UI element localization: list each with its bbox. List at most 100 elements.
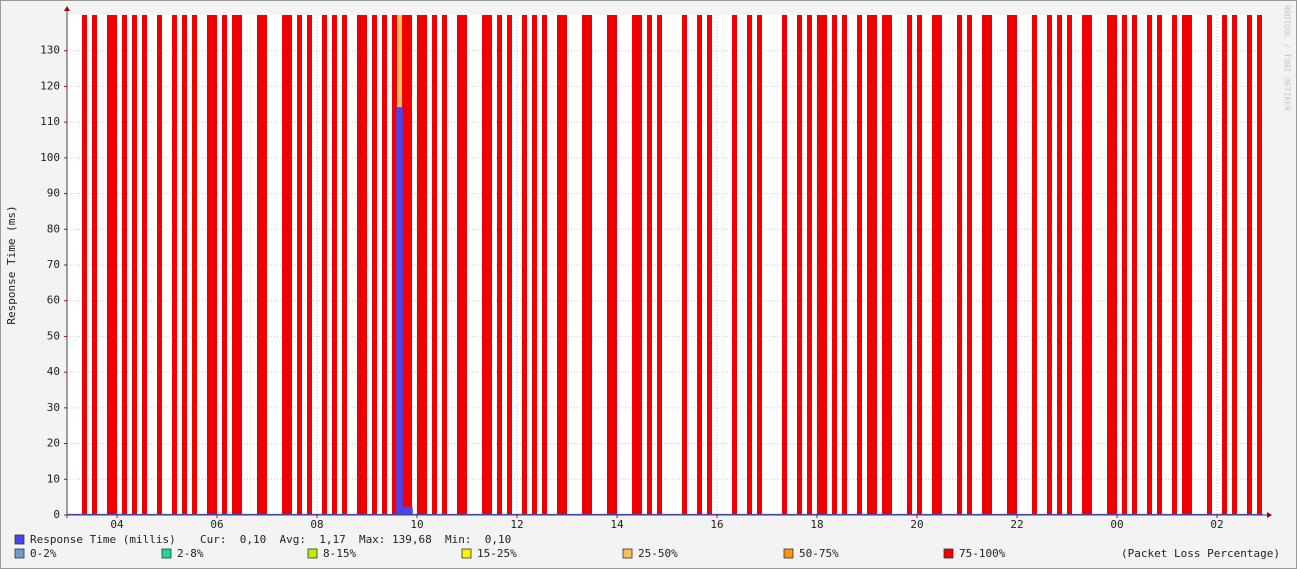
loss-bar [867, 15, 877, 515]
loss-bar [607, 15, 617, 515]
legend-label: 75-100% [959, 547, 1006, 560]
loss-bar [1257, 15, 1262, 515]
x-tick-label: 00 [1110, 518, 1123, 531]
loss-bar [222, 15, 227, 515]
loss-bar [842, 15, 847, 515]
loss-bar [157, 15, 162, 515]
loss-bar [757, 15, 762, 515]
loss-bar [682, 15, 687, 515]
y-tick-label: 40 [47, 365, 60, 378]
x-tick-label: 08 [310, 518, 323, 531]
loss-bar [632, 15, 642, 515]
loss-bar [1247, 15, 1252, 515]
y-tick-label: 110 [40, 115, 60, 128]
loss-bar [307, 15, 312, 515]
legend-swatch [783, 548, 794, 559]
y-tick-label: 80 [47, 222, 60, 235]
loss-bar [917, 15, 922, 515]
x-arrow [1267, 512, 1272, 518]
loss-bar [402, 15, 412, 515]
legend-label: 2-8% [177, 547, 204, 560]
loss-bar [297, 15, 302, 515]
loss-bar [542, 15, 547, 515]
loss-bar [832, 15, 837, 515]
y-tick-label: 0 [53, 508, 60, 521]
legend-swatch [461, 548, 472, 559]
loss-bar [817, 15, 827, 515]
x-tick-label: 10 [410, 518, 423, 531]
loss-bar [1122, 15, 1127, 515]
loss-bar [92, 15, 97, 515]
loss-bar [697, 15, 702, 515]
x-tick-label: 16 [710, 518, 723, 531]
y-axis-label: Response Time (ms) [5, 205, 18, 324]
loss-bar [142, 15, 147, 515]
stats: Cur: 0,10 Avg: 1,17 Max: 139,68 Min: 0,1… [200, 533, 511, 546]
legend-label: Response Time (millis) [30, 533, 176, 546]
loss-bar [932, 15, 942, 515]
loss-bar [172, 15, 177, 515]
loss-bar [1067, 15, 1072, 515]
loss-bar [1172, 15, 1177, 515]
x-tick-label: 22 [1010, 518, 1023, 531]
y-tick-label: 30 [47, 401, 60, 414]
y-tick-label: 10 [47, 472, 60, 485]
x-tick-label: 06 [210, 518, 223, 531]
loss-bar [207, 15, 217, 515]
loss-bar [497, 15, 502, 515]
legend-swatch [307, 548, 318, 559]
loss-bar [747, 15, 752, 515]
loss-bar [807, 15, 812, 515]
legend-label: 0-2% [30, 547, 57, 560]
legend-note: (Packet Loss Percentage) [1121, 547, 1280, 560]
legend-label: 25-50% [638, 547, 678, 560]
loss-bar [1207, 15, 1212, 515]
loss-bar [882, 15, 892, 515]
loss-bar [482, 15, 492, 515]
watermark: RRDTOOL / TOBI OETIKER [1283, 5, 1292, 111]
loss-bar [647, 15, 652, 515]
loss-bar [232, 15, 242, 515]
loss-bar [132, 15, 137, 515]
loss-bar [442, 15, 447, 515]
loss-bar [1222, 15, 1227, 515]
y-tick-label: 70 [47, 258, 60, 271]
loss-bar [122, 15, 127, 515]
loss-bar [967, 15, 972, 515]
loss-bar [782, 15, 787, 515]
response-line [67, 107, 1263, 516]
loss-bar [332, 15, 337, 515]
loss-bar [1182, 15, 1192, 515]
x-tick-label: 02 [1210, 518, 1223, 531]
loss-bar [182, 15, 187, 515]
loss-bar [857, 15, 862, 515]
loss-bar [557, 15, 567, 515]
loss-bar [582, 15, 592, 515]
y-tick-label: 60 [47, 294, 60, 307]
x-tick-label: 14 [610, 518, 624, 531]
x-tick-label: 20 [910, 518, 923, 531]
loss-bar [1157, 15, 1162, 515]
loss-bar [392, 15, 397, 515]
y-tick-label: 120 [40, 79, 60, 92]
x-tick-label: 12 [510, 518, 523, 531]
loss-bar [82, 15, 87, 515]
legend-swatch [14, 534, 25, 545]
loss-bar [532, 15, 537, 515]
loss-bar [732, 15, 737, 515]
y-tick-label: 130 [40, 44, 60, 57]
y-tick-label: 90 [47, 187, 60, 200]
legend-label: 15-25% [477, 547, 517, 560]
legend-label: 8-15% [323, 547, 356, 560]
loss-bar [657, 15, 662, 515]
x-tick-label: 04 [110, 518, 124, 531]
loss-bar [107, 15, 117, 515]
y-arrow [64, 6, 70, 11]
loss-bar [192, 15, 197, 515]
loss-bar [907, 15, 912, 515]
legend-swatch [943, 548, 954, 559]
legend-swatch [14, 548, 25, 559]
loss-bar [382, 15, 387, 515]
y-tick-label: 50 [47, 329, 60, 342]
